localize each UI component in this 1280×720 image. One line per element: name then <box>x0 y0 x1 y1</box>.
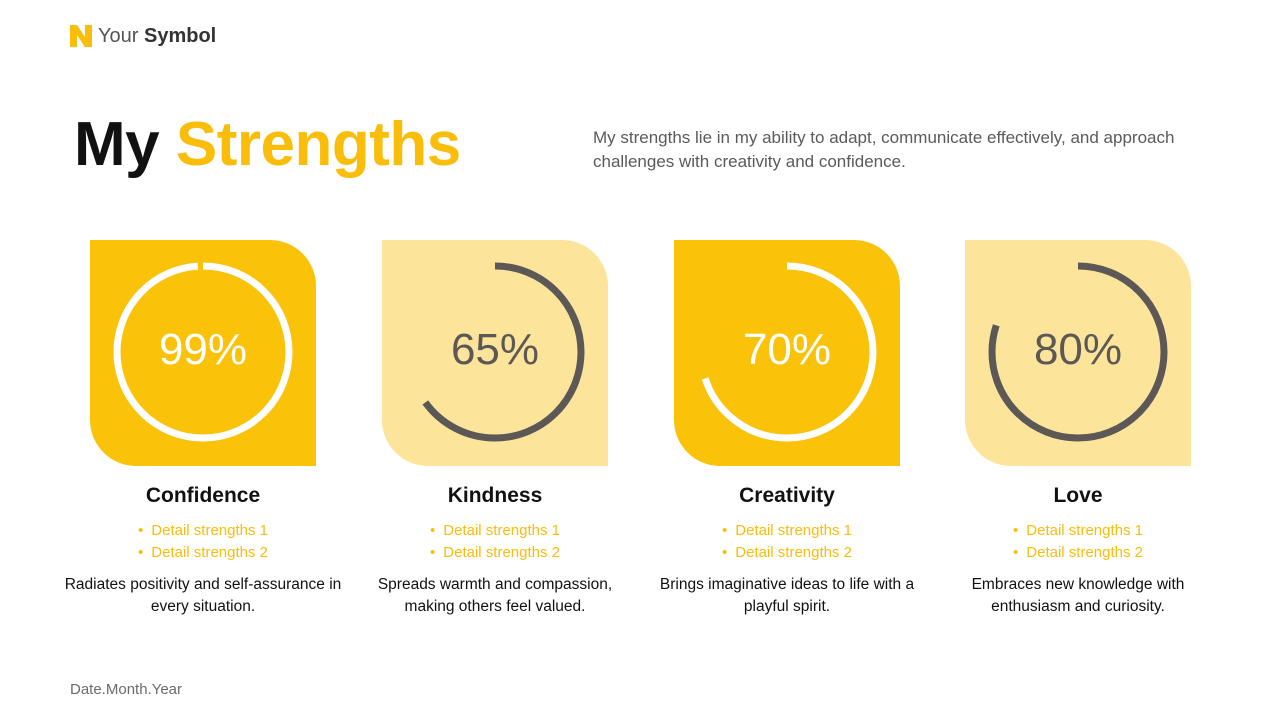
progress-arc <box>988 262 1168 442</box>
progress-arc <box>113 262 293 442</box>
detail-item: Detail strengths 1 <box>965 520 1191 542</box>
progress-arc <box>405 262 585 442</box>
strength-details: Detail strengths 1 Detail strengths 2 <box>674 520 900 564</box>
strength-tile <box>965 240 1191 466</box>
strength-description: Spreads warmth and compassion, making ot… <box>377 576 613 615</box>
strength-name: Kindness <box>447 484 543 507</box>
strength-tile <box>90 240 316 466</box>
strength-tile <box>382 240 608 466</box>
detail-item: Detail strengths 2 <box>90 542 316 564</box>
detail-item: Detail strengths 1 <box>674 520 900 542</box>
strength-details: Detail strengths 1 Detail strengths 2 <box>965 520 1191 564</box>
page-title: My Strengths <box>74 110 461 180</box>
strength-percent: 70% <box>742 325 832 374</box>
strength-percent: 99% <box>158 325 248 374</box>
intro-text: My strengths lie in my ability to adapt,… <box>593 128 1175 171</box>
detail-item: Detail strengths 2 <box>674 542 900 564</box>
detail-item: Detail strengths 1 <box>382 520 608 542</box>
brand-logo: Your Symbol <box>70 24 216 48</box>
footer-date: Date.Month.Year <box>70 681 183 698</box>
strength-details: Detail strengths 1 Detail strengths 2 <box>382 520 608 564</box>
detail-item: Detail strengths 2 <box>965 542 1191 564</box>
title-lead: My <box>74 110 160 179</box>
strength-percent: 80% <box>1033 325 1123 374</box>
strength-name: Confidence <box>145 484 261 507</box>
progress-ring <box>113 262 293 442</box>
strength-details: Detail strengths 1 Detail strengths 2 <box>90 520 316 564</box>
progress-arc <box>697 262 877 442</box>
progress-ring <box>697 262 877 442</box>
strength-description: Radiates positivity and self-assurance i… <box>64 576 342 615</box>
brand-name: Your Symbol <box>98 24 217 47</box>
title-accent: Strengths <box>175 110 461 179</box>
strength-percent: 65% <box>450 325 540 374</box>
strength-name: Creativity <box>739 484 835 507</box>
detail-item: Detail strengths 1 <box>90 520 316 542</box>
strength-description: Brings imaginative ideas to life with a … <box>659 576 915 615</box>
progress-ring <box>405 262 585 442</box>
logo-icon <box>70 25 92 47</box>
progress-ring <box>988 262 1168 442</box>
strength-tile <box>674 240 900 466</box>
strength-name: Love <box>1053 484 1103 507</box>
detail-item: Detail strengths 2 <box>382 542 608 564</box>
strength-description: Embraces new knowledge with enthusiasm a… <box>971 576 1185 615</box>
